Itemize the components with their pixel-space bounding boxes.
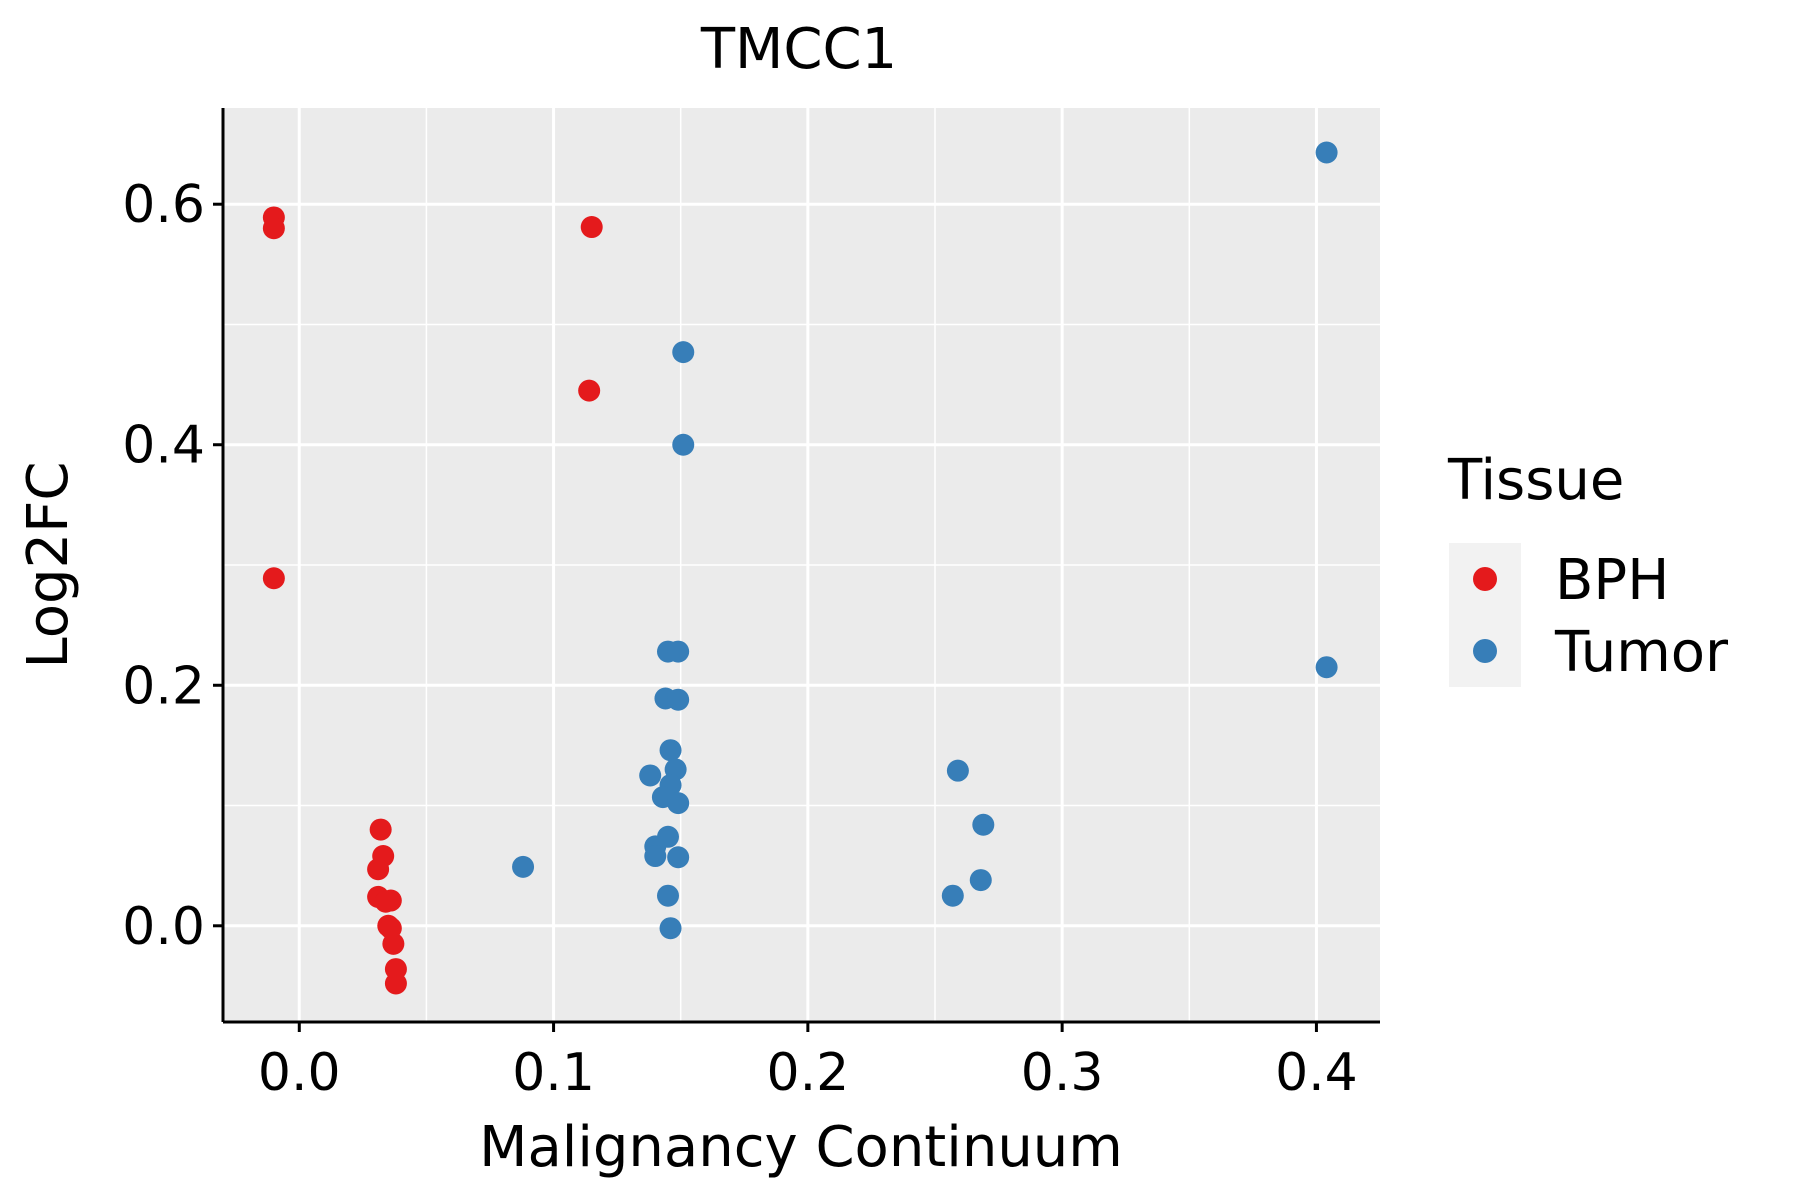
x-axis-title: Malignancy Continuum [479, 1115, 1123, 1180]
point-tumor [667, 792, 690, 815]
point-bph [367, 858, 390, 881]
y-axis-title: Log2FC [16, 462, 81, 669]
point-tumor [667, 640, 690, 663]
grid-major [223, 108, 1380, 1022]
point-tumor [1315, 141, 1338, 164]
point-tumor [972, 813, 995, 836]
point-tumor [667, 846, 690, 869]
point-tumor [941, 884, 964, 907]
legend-label-tumor: Tumor [1554, 620, 1729, 685]
chart-title: TMCC1 [700, 17, 897, 82]
point-bph [374, 890, 397, 913]
grid-minor [223, 108, 1380, 1022]
y-tick-label: 0.0 [122, 897, 205, 957]
x-tick-label: 0.1 [512, 1043, 595, 1103]
point-bph [580, 216, 603, 239]
point-tumor [969, 869, 992, 892]
point-bph [382, 932, 405, 955]
point-tumor [657, 884, 679, 907]
legend: Tissue BPH Tumor [1447, 448, 1729, 687]
legend-label-bph: BPH [1555, 548, 1669, 613]
x-tick-label: 0.0 [258, 1043, 341, 1103]
point-tumor [667, 688, 690, 711]
point-bph [262, 217, 285, 240]
y-tick-label: 0.4 [122, 416, 205, 476]
point-tumor [659, 917, 682, 940]
point-tumor [644, 845, 667, 868]
legend-dot-bph [1473, 567, 1497, 591]
point-tumor [1315, 656, 1338, 679]
legend-title: Tissue [1447, 448, 1624, 513]
point-bph [262, 567, 285, 590]
x-tick-label: 0.4 [1275, 1043, 1358, 1103]
point-bph [578, 379, 601, 402]
data-points [262, 141, 1338, 995]
point-tumor [639, 764, 662, 787]
x-tick-label: 0.2 [767, 1043, 850, 1103]
point-tumor [512, 855, 535, 878]
point-tumor [672, 433, 695, 456]
x-axis-ticks: 0.0 0.1 0.2 0.3 0.4 [258, 1022, 1358, 1103]
point-tumor [659, 739, 682, 762]
y-tick-label: 0.6 [122, 175, 205, 235]
y-tick-label: 0.2 [122, 656, 205, 716]
point-bph [369, 818, 392, 841]
legend-dot-tumor [1473, 639, 1497, 663]
point-tumor [672, 341, 695, 364]
y-axis-ticks: 0.0 0.2 0.4 0.6 [122, 175, 223, 957]
x-tick-label: 0.3 [1021, 1043, 1104, 1103]
point-bph [384, 972, 407, 995]
point-tumor [946, 759, 969, 782]
